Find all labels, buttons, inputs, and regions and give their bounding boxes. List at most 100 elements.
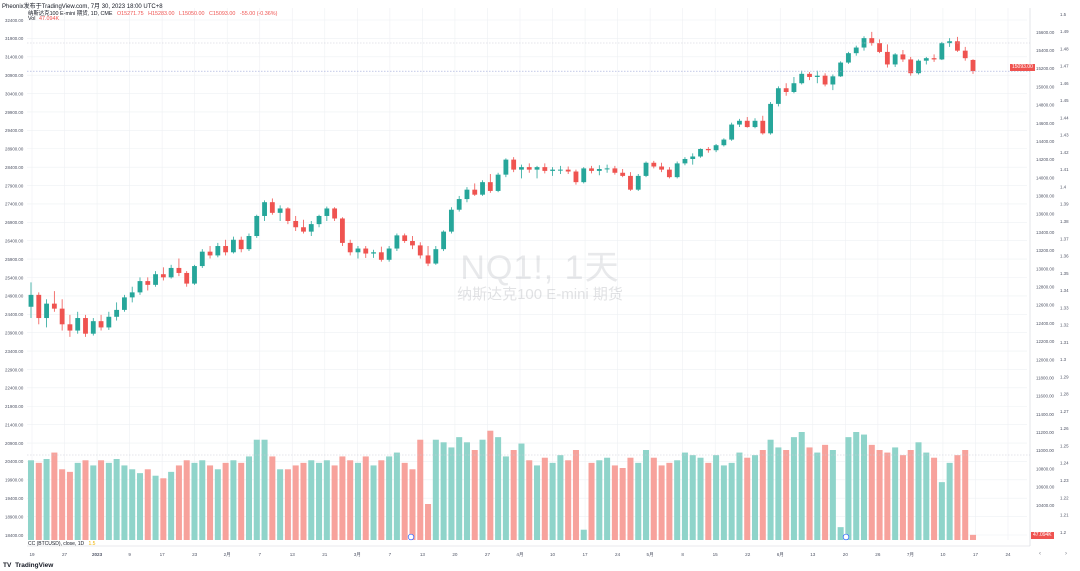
right-axis-label: 15000.00 [1036, 84, 1055, 89]
right-axis-label: 15200.00 [1036, 66, 1055, 71]
volume-bar [534, 465, 541, 540]
candle-body [83, 318, 88, 334]
candle-body [277, 208, 283, 213]
left-axis-label: 23400.00 [5, 349, 24, 354]
volume-bar [354, 462, 361, 540]
candle-body [114, 309, 120, 317]
volume-bar [518, 443, 525, 540]
event-marker-icon [842, 533, 850, 541]
volume-bar [720, 465, 727, 540]
far-right-axis-label: 1.47 [1060, 64, 1069, 69]
candle-body [962, 50, 968, 59]
candle-body [301, 227, 306, 232]
candle-body [853, 47, 859, 54]
right-axis-label: 14200.00 [1036, 157, 1055, 162]
candle-body [814, 75, 820, 77]
right-axis-label: 15600.00 [1036, 30, 1055, 35]
candle-body [386, 248, 392, 260]
volume-bar [417, 439, 424, 540]
right-axis-label: 13400.00 [1036, 230, 1055, 235]
volume-bar [362, 456, 369, 540]
volume-bar [253, 439, 260, 540]
volume-bar [82, 460, 89, 540]
left-axis-label: 19400.00 [5, 496, 24, 501]
far-right-axis-label: 1.25 [1060, 443, 1069, 448]
candle-body [690, 156, 696, 159]
volume-bar [175, 465, 182, 540]
x-axis-label: 3月 [354, 552, 361, 558]
volume-bar [876, 450, 883, 540]
candle-body [75, 318, 81, 331]
volume-bar [448, 447, 455, 540]
candle-body [378, 252, 384, 260]
right-axis-label: 11800.00 [1036, 375, 1055, 380]
candle-body [760, 120, 766, 134]
candle-body [480, 182, 485, 195]
candle-body [628, 175, 633, 190]
candle-body [176, 267, 182, 273]
candle-body [908, 59, 914, 74]
volume-bar [471, 450, 478, 540]
far-right-axis-label: 1.42 [1060, 150, 1069, 155]
volume-bar [152, 475, 159, 540]
volume-bar [775, 447, 782, 540]
volume-bar [736, 452, 743, 540]
x-axis-label: 24 [615, 552, 621, 557]
left-axis-label: 22400.00 [5, 386, 24, 391]
candle-body [285, 208, 291, 221]
last-price-badge: 15093.00 [1010, 64, 1035, 71]
far-right-axis-label: 1.3 [1060, 357, 1067, 362]
tradingview-brand: TV TradingView [3, 562, 53, 569]
candle-body [768, 103, 774, 134]
candle-body [441, 231, 447, 250]
candle-body [939, 43, 945, 60]
candle-body [160, 274, 166, 278]
far-right-axis-label: 1.43 [1060, 133, 1069, 138]
candle-body [581, 168, 587, 183]
candle-body [643, 162, 649, 176]
volume-bar [728, 462, 735, 540]
volume-bar [837, 527, 844, 540]
left-axis-label: 28900.00 [5, 147, 24, 152]
right-axis-label: 15400.00 [1036, 48, 1055, 53]
x-axis-label: 21 [322, 552, 328, 557]
far-right-axis-label: 1.29 [1060, 374, 1069, 379]
left-axis-label: 20400.00 [5, 459, 24, 464]
volume-bar [915, 442, 922, 540]
candle-body [246, 236, 252, 250]
candle-body [207, 251, 213, 256]
candle-body [371, 252, 376, 254]
ohlc-open: O15271.75 [116, 11, 144, 17]
volume-bar [798, 432, 805, 540]
volume-bar [308, 460, 315, 540]
candle-body [410, 241, 415, 246]
last-volume-badge: 47.094K [1031, 532, 1054, 539]
right-axis-label: 10800.00 [1036, 466, 1055, 471]
volume-bar [331, 465, 338, 540]
volume-bar [230, 460, 237, 540]
volume-bar [425, 504, 432, 540]
volume-bar [183, 460, 190, 540]
left-axis-label: 19900.00 [5, 478, 24, 483]
volume-bar [969, 534, 977, 540]
x-axis-label: 23 [192, 552, 198, 557]
far-right-axis-label: 1.49 [1060, 29, 1069, 34]
volume-bar [456, 437, 463, 540]
volume-bar [168, 471, 175, 540]
volume-bar [479, 439, 486, 540]
candle-body [223, 246, 229, 253]
x-axis-label: 27 [485, 552, 491, 557]
candle-body [184, 272, 190, 284]
far-right-axis-label: 1.28 [1060, 392, 1069, 397]
scroll-right-button[interactable]: › [1065, 551, 1067, 557]
volume-bar [946, 462, 953, 540]
price-candles [28, 31, 976, 337]
right-axis-label: 10400.00 [1036, 503, 1055, 508]
candle-body [339, 218, 345, 243]
candle-body [511, 159, 517, 170]
scroll-left-button[interactable]: ‹ [1039, 551, 1041, 557]
candle-body [464, 189, 470, 200]
x-axis-label: 17 [583, 552, 589, 557]
volume-bar [752, 455, 759, 540]
